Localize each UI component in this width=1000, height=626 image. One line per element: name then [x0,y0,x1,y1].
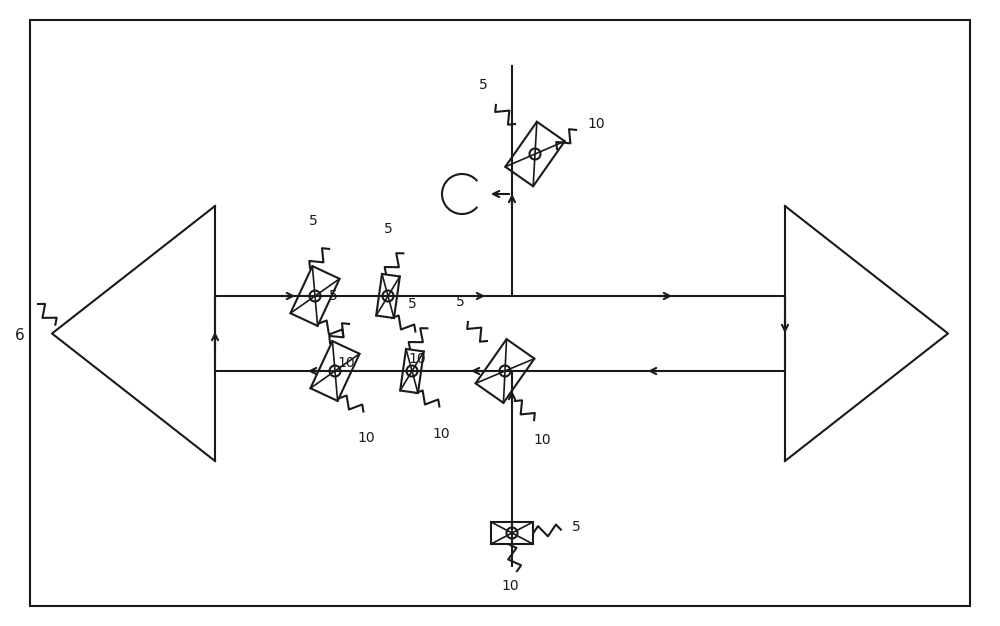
Text: 5: 5 [572,520,581,534]
Text: 10: 10 [501,579,519,593]
Text: 10: 10 [337,356,355,370]
Text: 10: 10 [432,427,450,441]
Text: 10: 10 [587,117,605,131]
Text: 10: 10 [533,433,551,447]
Text: 5: 5 [456,295,464,309]
Text: 10: 10 [408,352,426,366]
Text: 5: 5 [384,222,392,236]
Text: 6: 6 [15,329,25,344]
Text: 10: 10 [357,431,375,445]
Text: 5: 5 [479,78,487,92]
Text: 5: 5 [408,297,416,311]
Text: 5: 5 [309,214,317,228]
Text: 5: 5 [329,289,337,303]
